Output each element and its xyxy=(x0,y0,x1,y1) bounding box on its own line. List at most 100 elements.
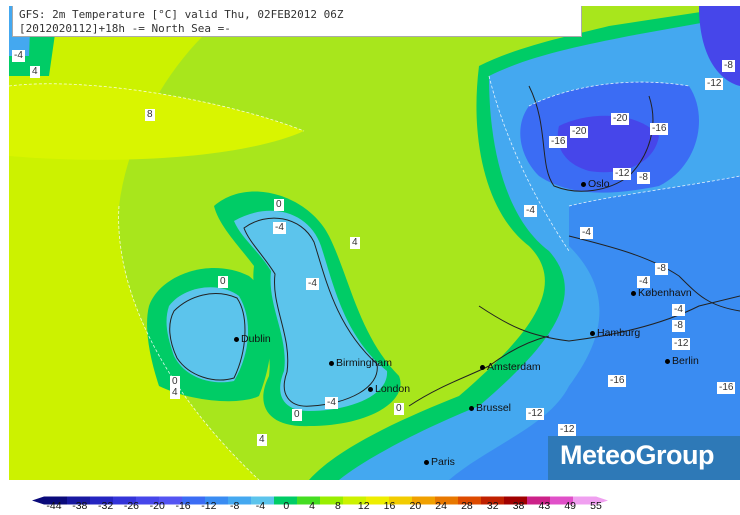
legend-swatch xyxy=(90,496,114,505)
legend-swatch xyxy=(527,496,551,505)
legend-swatch xyxy=(228,496,252,505)
warm-tongue xyxy=(9,83,304,160)
legend-tick-label: -8 xyxy=(229,500,240,512)
legend-tick-label: 16 xyxy=(383,500,396,512)
contour-label: 0 xyxy=(292,409,302,421)
legend-tick-label: 49 xyxy=(564,500,577,512)
legend-swatch xyxy=(573,496,597,505)
legend-swatch xyxy=(389,496,413,505)
contour-label: -16 xyxy=(608,375,627,387)
legend-arrow-right xyxy=(596,496,608,505)
legend-tick-label: -20 xyxy=(149,500,165,512)
city-marker-icon xyxy=(631,290,636,296)
contour-label: -16 xyxy=(549,136,568,148)
britain-land xyxy=(234,210,388,411)
contour-label: 4 xyxy=(257,434,267,446)
legend-tick-label: 43 xyxy=(538,500,551,512)
legend-tick-label: 20 xyxy=(409,500,422,512)
contour-label: -8 xyxy=(722,60,735,72)
contour-label: -8 xyxy=(672,320,685,332)
legend-tick-label: -26 xyxy=(123,500,140,512)
city-marker-icon xyxy=(424,459,429,465)
contour-label: -16 xyxy=(717,382,736,394)
contour-label: 0 xyxy=(170,376,180,388)
legend-swatch xyxy=(320,496,344,505)
city-birmingham: Birmingham xyxy=(329,357,392,369)
header-line-2: [2012020112]+18h -= North Sea =- xyxy=(19,22,231,35)
legend-swatch xyxy=(274,496,298,505)
city-marker-icon xyxy=(581,181,586,187)
contour-label: -12 xyxy=(672,338,691,350)
legend-swatch xyxy=(251,496,275,505)
contour-label: -4 xyxy=(580,227,593,239)
city-label: Dublin xyxy=(241,333,271,345)
legend-ticks: -44 -38 -32 -26 -20 -16 -12 -8 -4 0 4 8 12 16 20 24 28 32… xyxy=(0,500,740,514)
legend-tick-label: 38 xyxy=(512,500,525,512)
legend-tick-label: 32 xyxy=(486,500,499,512)
contour-label: 0 xyxy=(274,199,284,211)
city-marker-icon xyxy=(469,405,474,411)
city-label: Brussel xyxy=(476,402,512,414)
city-marker-icon xyxy=(665,358,670,364)
legend-swatch xyxy=(67,496,91,505)
city-label: Hamburg xyxy=(597,327,641,339)
contour-label: -8 xyxy=(655,263,668,275)
legend-tick-label: 4 xyxy=(309,500,316,512)
legend-swatch xyxy=(113,496,137,505)
contour-label: -12 xyxy=(613,168,632,180)
contour-label: 8 xyxy=(145,109,155,121)
city-marker-icon xyxy=(480,364,485,370)
legend-tick-label: 24 xyxy=(435,500,447,512)
contour-label: 4 xyxy=(170,387,180,399)
contour-label: 4 xyxy=(350,237,360,249)
continent-colder xyxy=(449,176,740,480)
contour-label: 4 xyxy=(30,66,40,78)
city-label: London xyxy=(375,383,411,395)
legend-tick-label: -38 xyxy=(72,500,88,512)
contour-label: -12 xyxy=(526,408,545,420)
contour-label: -20 xyxy=(570,126,589,138)
contour-label: -4 xyxy=(12,50,25,62)
legend-swatch xyxy=(504,496,528,505)
contour-label: -4 xyxy=(306,278,319,290)
contour-label: -12 xyxy=(558,424,577,436)
city-label: Birmingham xyxy=(336,357,393,369)
legend-swatch xyxy=(435,496,459,505)
legend-swatch xyxy=(182,496,206,505)
header-line-1: GFS: 2m Temperature [°C] valid Thu, 02FE… xyxy=(19,8,344,21)
legend-swatch xyxy=(481,496,505,505)
contour-label: -4 xyxy=(672,304,685,316)
legend-tick-label: 12 xyxy=(357,500,370,512)
city-label: København xyxy=(638,287,692,299)
meteogroup-logo: MeteoGroup xyxy=(548,436,740,480)
legend-tick-label: -12 xyxy=(201,500,217,512)
city-label: Berlin xyxy=(672,355,699,367)
city-marker-icon xyxy=(368,386,373,392)
legend-arrow-left xyxy=(32,496,44,505)
city-label: Amsterdam xyxy=(487,361,541,373)
city-label: Oslo xyxy=(588,178,610,190)
legend-swatch xyxy=(297,496,321,505)
legend-swatch xyxy=(205,496,229,505)
logo-text: MeteoGroup xyxy=(560,440,715,470)
contour-label: 0 xyxy=(218,276,228,288)
legend-swatch xyxy=(412,496,436,505)
city-amsterdam: Amsterdam xyxy=(480,361,541,373)
temperature-map xyxy=(9,6,740,480)
legend-tick-label: 28 xyxy=(461,500,473,512)
city-marker-icon xyxy=(329,360,334,366)
map-canvas xyxy=(9,6,740,480)
isotherms xyxy=(9,75,740,480)
contour-label: 0 xyxy=(394,403,404,415)
legend-swatch xyxy=(136,496,160,505)
legend-tick-label: -44 xyxy=(46,500,62,512)
map-header: GFS: 2m Temperature [°C] valid Thu, 02FE… xyxy=(12,6,582,37)
legend-tick-label: 8 xyxy=(334,500,341,512)
contour-label: -4 xyxy=(524,205,537,217)
city-marker-icon xyxy=(590,330,595,336)
contour-label: -4 xyxy=(325,397,338,409)
city-hamburg: Hamburg xyxy=(590,327,640,339)
legend-swatch xyxy=(550,496,574,505)
contour-label: -16 xyxy=(650,123,669,135)
city-oslo: Oslo xyxy=(581,178,610,190)
